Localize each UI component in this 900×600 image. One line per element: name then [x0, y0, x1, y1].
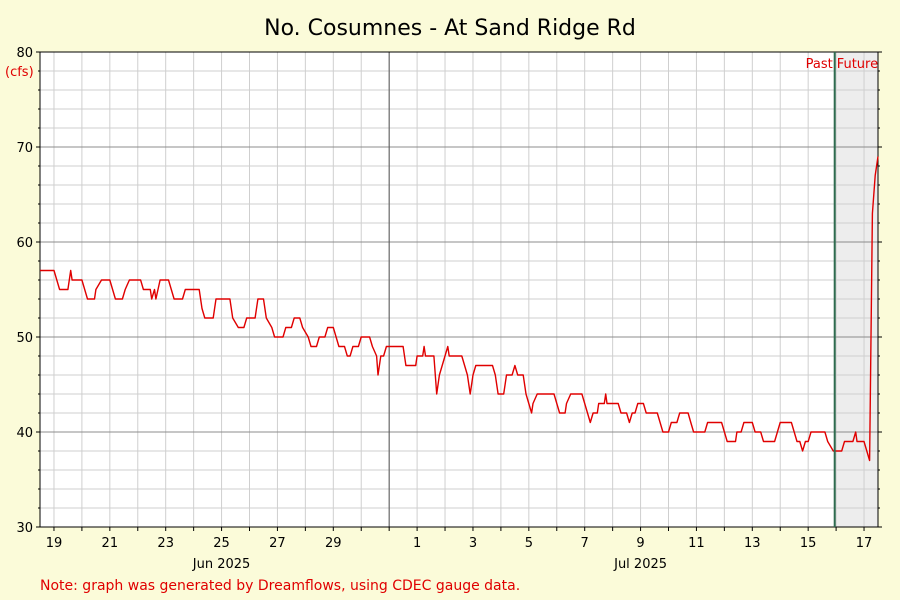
x-tick-label: 15 [800, 536, 817, 551]
month-label: Jun 2025 [192, 557, 251, 572]
past-label: Past [806, 57, 833, 72]
y-tick-label: 80 [16, 46, 33, 61]
y-tick-label: 70 [16, 141, 33, 156]
y-axis: 30 40 50 60 70 80 [16, 46, 882, 536]
future-label: Future [837, 57, 878, 72]
x-tick-label: 5 [525, 536, 533, 551]
x-tick-label: 17 [856, 536, 873, 551]
x-tick-label: 13 [744, 536, 761, 551]
y-tick-label: 40 [16, 426, 33, 441]
minor-gridlines [40, 52, 878, 527]
x-tick-label: 27 [269, 536, 286, 551]
x-tick-label: 9 [636, 536, 644, 551]
plot-border [39, 51, 879, 528]
flow-series-line [40, 156, 879, 462]
x-tick-label: 3 [469, 536, 477, 551]
y-tick-label: 60 [16, 236, 33, 251]
series-group [40, 156, 879, 462]
x-tick-label: 29 [325, 536, 342, 551]
x-tick-label: 19 [46, 536, 63, 551]
x-tick-label: 7 [581, 536, 589, 551]
footer-note: Note: graph was generated by Dreamflows,… [40, 578, 520, 594]
month-label: Jul 2025 [613, 557, 667, 572]
x-tick-label: 23 [157, 536, 174, 551]
x-tick-label: 25 [213, 536, 230, 551]
x-tick-label: 21 [102, 536, 119, 551]
x-tick-label: 11 [688, 536, 705, 551]
plot-area [40, 52, 878, 527]
y-tick-label: 50 [16, 331, 33, 346]
chart-title: No. Cosumnes - At Sand Ridge Rd [264, 16, 636, 41]
y-axis-unit: (cfs) [5, 65, 34, 80]
y-tick-label: 30 [16, 521, 33, 536]
x-tick-label: 1 [413, 536, 421, 551]
